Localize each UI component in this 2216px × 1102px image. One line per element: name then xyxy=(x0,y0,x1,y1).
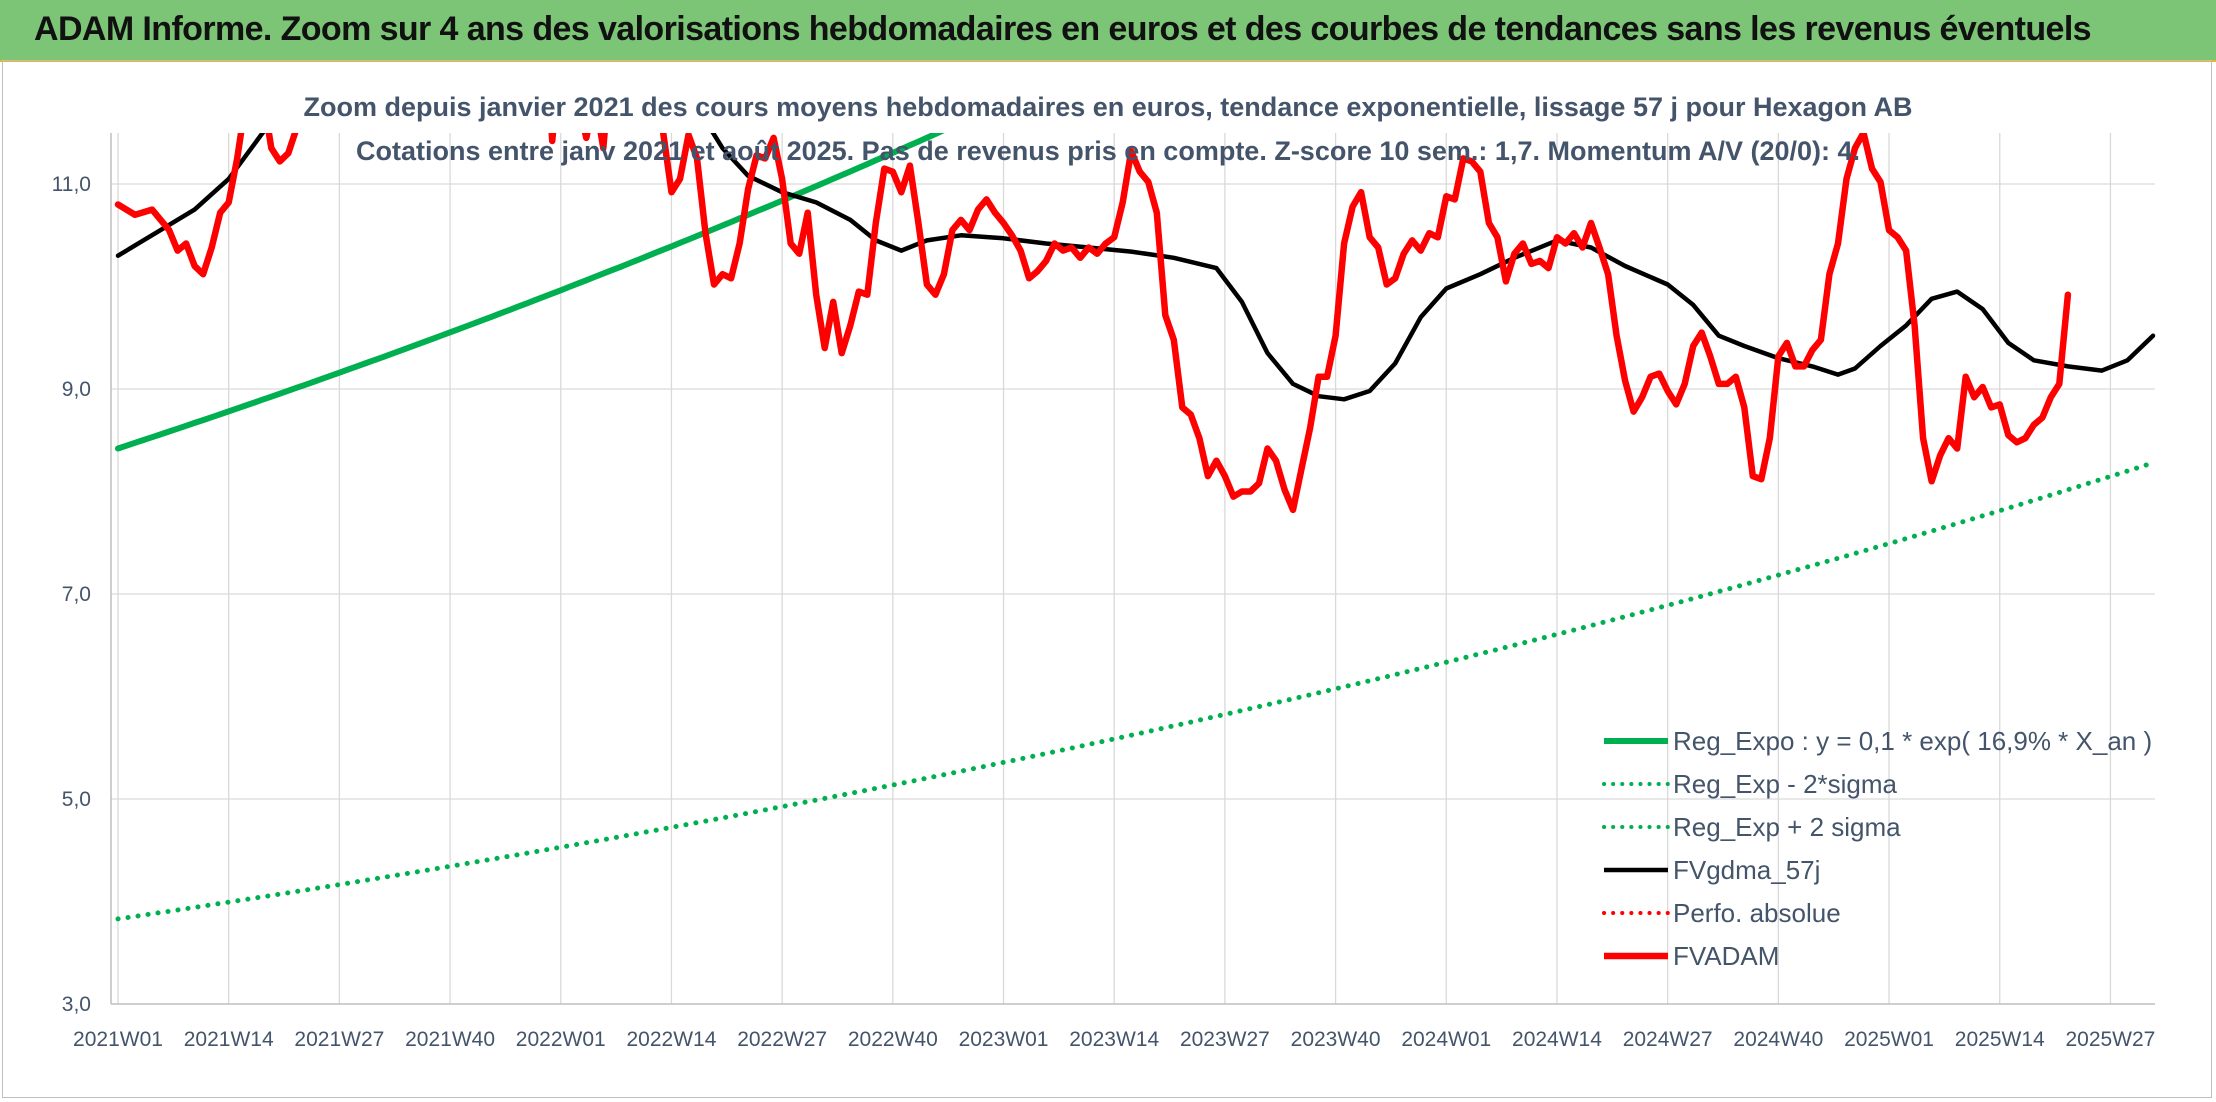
series-line-3 xyxy=(115,133,2156,402)
x-tick-label: 2021W27 xyxy=(294,1028,384,1051)
x-tick-label: 2022W01 xyxy=(516,1028,606,1051)
x-tick-label: 2022W40 xyxy=(848,1028,938,1051)
series-line-1 xyxy=(115,460,2156,922)
legend-label: Reg_Expo : y = 0,1 * exp( 16,9% * X_an ) xyxy=(1673,726,2152,756)
x-tick-label: 2025W27 xyxy=(2065,1028,2155,1051)
x-tick-label: 2021W40 xyxy=(405,1028,495,1051)
grid-lines xyxy=(111,133,2155,1004)
x-tick-label: 2025W14 xyxy=(1955,1028,2045,1051)
x-tick-label: 2022W14 xyxy=(626,1028,716,1051)
legend-label: Reg_Exp + 2 sigma xyxy=(1673,812,1901,842)
x-tick-label: 2024W01 xyxy=(1401,1028,1491,1051)
x-tick-label: 2023W27 xyxy=(1180,1028,1270,1051)
report-banner: ADAM Informe. Zoom sur 4 ans des valoris… xyxy=(0,0,2216,62)
series-lines xyxy=(114,133,2156,922)
x-tick-label: 2023W01 xyxy=(959,1028,1049,1051)
chart-title: Zoom depuis janvier 2021 des cours moyen… xyxy=(303,92,1912,122)
series-line-5 xyxy=(114,133,2072,514)
x-tick-label: 2024W27 xyxy=(1623,1028,1713,1051)
x-tick-label: 2023W40 xyxy=(1291,1028,1381,1051)
chart-subtitle: Cotations entre janv 2021 et août 2025. … xyxy=(356,136,1860,166)
x-tick-label: 2023W14 xyxy=(1069,1028,1159,1051)
x-tick-label: 2022W27 xyxy=(737,1028,827,1051)
series-line-0 xyxy=(115,133,945,452)
y-tick-label: 9,0 xyxy=(62,378,91,401)
x-tick-label: 2025W01 xyxy=(1844,1028,1934,1051)
x-tick-label: 2021W01 xyxy=(73,1028,163,1051)
legend-label: Perfo. absolue xyxy=(1673,898,1841,928)
chart-frame xyxy=(2,60,2212,1098)
report-title: ADAM Informe. Zoom sur 4 ans des valoris… xyxy=(34,10,2092,48)
x-tick-label: 2021W14 xyxy=(184,1028,274,1051)
legend-label: FVADAM xyxy=(1673,941,1779,971)
legend-label: Reg_Exp - 2*sigma xyxy=(1673,769,1898,799)
y-tick-label: 7,0 xyxy=(62,583,91,606)
y-tick-label: 5,0 xyxy=(62,788,91,811)
legend: Reg_Expo : y = 0,1 * exp( 16,9% * X_an )… xyxy=(1602,726,2152,971)
axes: 3,05,07,09,011,013,015,017,019,02021W012… xyxy=(52,133,2155,1051)
x-tick-label: 2024W40 xyxy=(1733,1028,1823,1051)
y-tick-label: 11,0 xyxy=(52,173,91,196)
x-tick-label: 2024W14 xyxy=(1512,1028,1602,1051)
legend-label: FVgdma_57j xyxy=(1673,855,1820,885)
y-tick-label: 3,0 xyxy=(62,993,91,1016)
